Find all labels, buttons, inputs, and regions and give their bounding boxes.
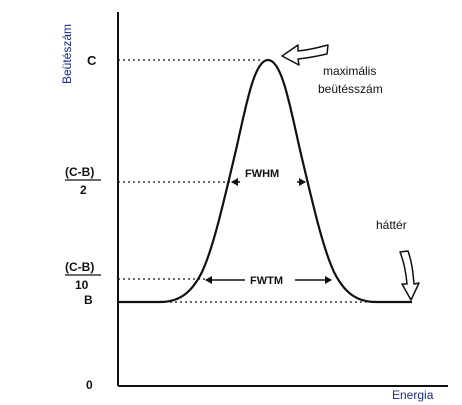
fwhm-label: FWHM bbox=[245, 168, 279, 180]
x-axis-title: Energia bbox=[392, 388, 434, 402]
peak-pointer-icon bbox=[281, 44, 329, 66]
peak-annotation-line2: beütésszám bbox=[318, 82, 383, 96]
y-axis-title: Beütészám bbox=[60, 24, 74, 84]
background-annotation: háttér bbox=[376, 218, 407, 232]
y-label-b: B bbox=[84, 293, 93, 307]
peak-curve bbox=[118, 58, 412, 304]
fwtm-arrowhead-left bbox=[205, 276, 212, 284]
fwhm-arrowhead-left bbox=[231, 178, 238, 186]
y-label-c: C bbox=[87, 53, 97, 68]
fwtm-arrowhead-right bbox=[325, 276, 332, 284]
fwtm-label: FWTM bbox=[250, 275, 283, 287]
y-label-zero: 0 bbox=[86, 378, 93, 392]
y-label-half-numerator: (C-B) bbox=[65, 165, 94, 179]
y-label-tenth-numerator: (C-B) bbox=[65, 260, 94, 274]
fwhm-arrowhead-right bbox=[299, 178, 306, 186]
y-label-tenth-denominator: 10 bbox=[75, 278, 89, 292]
peak-annotation-line1: maximális bbox=[323, 64, 376, 78]
background-pointer-icon bbox=[399, 250, 420, 301]
y-label-half-denominator: 2 bbox=[80, 183, 87, 197]
